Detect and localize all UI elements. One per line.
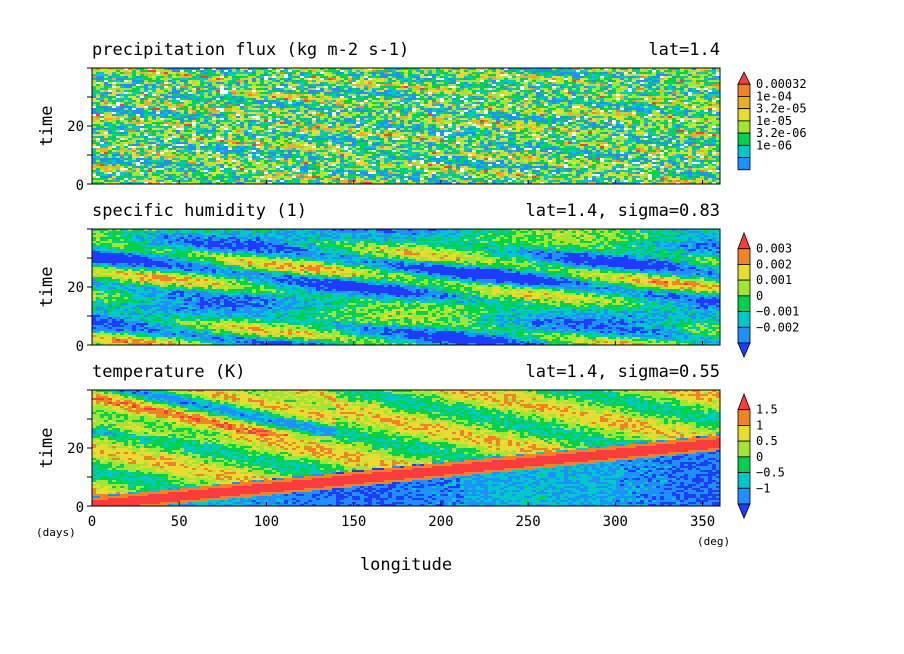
x-tick-label: 300 bbox=[603, 514, 628, 530]
colorbar-label: 0 bbox=[756, 450, 763, 464]
colorbar-label: −1 bbox=[756, 481, 770, 495]
colorbar-label: 1.5 bbox=[756, 403, 778, 417]
colorbar-label: 1e-05 bbox=[756, 114, 792, 128]
colorbar-label: −0.002 bbox=[756, 320, 799, 334]
colorbar-swatch bbox=[737, 425, 751, 442]
colorbar-label: 0 bbox=[756, 289, 763, 303]
x-unit-label: (deg) bbox=[697, 535, 730, 548]
y-tick-label: 0 bbox=[76, 178, 84, 194]
x-tick-label: 0 bbox=[88, 514, 96, 530]
colorbar-label: 0.001 bbox=[756, 273, 792, 287]
y-unit-label: (days) bbox=[36, 526, 76, 539]
x-tick-label: 100 bbox=[254, 514, 279, 530]
panel-specific-humidity: specific humidity (1) lat=1.4, sigma=0.8… bbox=[37, 201, 799, 359]
colorbar-swatch bbox=[737, 472, 751, 489]
heatmap-field bbox=[92, 390, 720, 506]
y-tick-label: 20 bbox=[67, 119, 84, 135]
colorbar-label: 3.2e-06 bbox=[756, 126, 807, 140]
colorbar-label: 0.003 bbox=[756, 242, 792, 256]
y-tick-label: 0 bbox=[76, 500, 84, 516]
colorbar-swatch bbox=[737, 120, 751, 134]
x-tick-label: 50 bbox=[171, 514, 188, 530]
colorbar-arrow-min bbox=[737, 503, 751, 520]
colorbar-swatch bbox=[737, 157, 751, 171]
heatmap-field bbox=[92, 229, 720, 345]
x-tick-label: 200 bbox=[428, 514, 453, 530]
y-tick-label: 0 bbox=[76, 339, 84, 355]
colorbar-label: −0.001 bbox=[756, 305, 799, 319]
y-tick-label: 20 bbox=[67, 441, 84, 457]
heatmap-field bbox=[92, 68, 720, 184]
colorbar-swatch bbox=[737, 295, 751, 312]
x-tick-label: 350 bbox=[690, 514, 715, 530]
colorbar-label: 1e-06 bbox=[756, 138, 792, 152]
colorbar-label: 0.5 bbox=[756, 434, 778, 448]
colorbar-label: 1e-04 bbox=[756, 89, 792, 103]
colorbar-swatch bbox=[737, 440, 751, 458]
colorbar-swatch bbox=[737, 487, 751, 505]
y-axis-label: time bbox=[37, 106, 57, 147]
panel-title: temperature (K) bbox=[92, 362, 246, 382]
colorbar-swatch bbox=[737, 144, 751, 158]
panel-title: precipitation flux (kg m-2 s-1) bbox=[92, 40, 409, 60]
x-tick-label: 250 bbox=[515, 514, 540, 530]
colorbar-arrow-min bbox=[737, 342, 751, 359]
colorbar-swatch bbox=[737, 108, 751, 122]
panel-subtitle: lat=1.4, sigma=0.55 bbox=[526, 362, 720, 382]
colorbar-swatch bbox=[737, 248, 751, 265]
panel-subtitle: lat=1.4, sigma=0.83 bbox=[526, 201, 720, 221]
colorbar-label: 0.00032 bbox=[756, 77, 807, 91]
colorbar-label: 0.002 bbox=[756, 257, 792, 271]
colorbar-swatch bbox=[737, 83, 751, 97]
colorbar-swatch bbox=[737, 132, 751, 146]
panel-temperature: temperature (K) lat=1.4, sigma=0.55 time… bbox=[36, 362, 785, 575]
panel-subtitle: lat=1.4 bbox=[648, 40, 720, 60]
y-tick-label: 20 bbox=[67, 280, 84, 296]
y-axis-label: time bbox=[37, 428, 57, 469]
x-axis-label: longitude bbox=[360, 555, 452, 575]
colorbar-swatch bbox=[737, 96, 751, 110]
colorbar-swatch bbox=[737, 409, 751, 426]
panel-precipitation: precipitation flux (kg m-2 s-1) lat=1.4 … bbox=[37, 40, 807, 194]
colorbar-swatch bbox=[737, 279, 751, 297]
colorbar-arrow-max bbox=[737, 231, 751, 250]
x-tick-label: 150 bbox=[341, 514, 366, 530]
colorbar-label: −0.5 bbox=[756, 466, 785, 480]
colorbar-arrow-max bbox=[737, 71, 751, 85]
colorbar-swatch bbox=[737, 311, 751, 328]
colorbar-swatch bbox=[737, 326, 751, 344]
panel-title: specific humidity (1) bbox=[92, 201, 307, 221]
colorbar-swatch bbox=[737, 456, 751, 473]
colorbar-arrow-max bbox=[737, 392, 751, 411]
y-axis-label: time bbox=[37, 267, 57, 308]
colorbar-label: 1 bbox=[756, 418, 763, 432]
colorbar-swatch bbox=[737, 264, 751, 281]
colorbar-label: 3.2e-05 bbox=[756, 102, 807, 116]
